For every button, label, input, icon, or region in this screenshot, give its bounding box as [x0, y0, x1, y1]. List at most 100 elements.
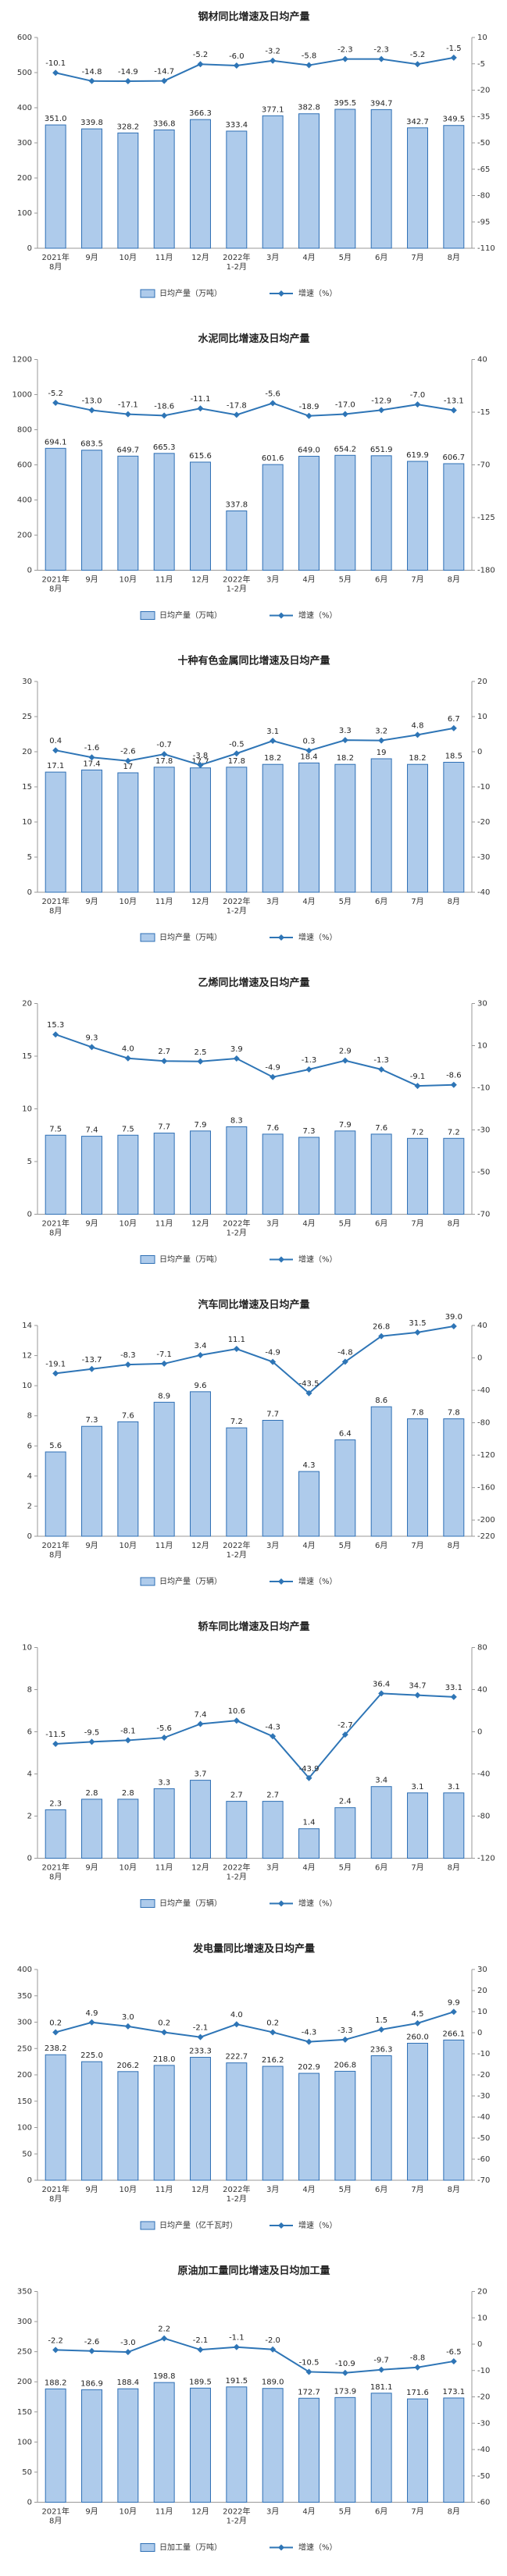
bar-value-label: 649.0: [298, 446, 320, 454]
line-marker: [450, 54, 457, 61]
legend-swatch: [140, 933, 155, 942]
y-tick-label: 20: [22, 748, 32, 756]
bar-value-label: 377.1: [262, 105, 284, 114]
line-marker: [197, 61, 204, 68]
line-value-label: -10.9: [335, 2360, 355, 2368]
y-tick-label: 0: [27, 2176, 32, 2185]
legend-swatch: [278, 1256, 284, 1263]
y-tick-label: 350: [17, 2288, 32, 2297]
line-marker: [305, 412, 312, 419]
bar-value-label: 8.9: [158, 1392, 170, 1400]
line-value-label: -19.1: [45, 1360, 66, 1368]
bar-value-label: 173.1: [443, 2388, 466, 2396]
bar: [262, 1133, 284, 1215]
y-tick-label: 250: [17, 2348, 32, 2357]
line-value-label: -7.0: [410, 391, 426, 400]
line-value-label: -0.7: [156, 741, 172, 749]
bar-value-label: 7.9: [339, 1121, 352, 1130]
y2-tick-label: -110: [477, 244, 495, 253]
bar: [407, 461, 428, 571]
legend-label: 日均产量（亿千瓦时）: [159, 2220, 237, 2230]
bar-value-label: 173.9: [334, 2387, 357, 2396]
y2-tick-label: 10: [477, 1042, 487, 1051]
line-value-label: 6.7: [448, 715, 460, 724]
bar-value-label: 7.5: [49, 1125, 62, 1133]
line-marker: [233, 1717, 240, 1724]
x-tick-label: 7月: [411, 2507, 423, 2517]
line-value-label: -14.8: [82, 68, 102, 76]
y-tick-label: 1000: [12, 391, 32, 400]
bar: [334, 2070, 356, 2181]
line-value-label: 31.5: [409, 1319, 426, 1328]
line-marker: [414, 2364, 421, 2371]
legend-label: 增速（%）: [298, 1576, 337, 1586]
y2-tick-label: 30: [477, 1000, 487, 1009]
y2-tick-label: 10: [477, 2008, 487, 2016]
line-value-label: -17.8: [227, 401, 247, 410]
line-marker: [341, 1057, 348, 1064]
legend-swatch: [278, 934, 284, 941]
line-marker: [378, 2366, 385, 2373]
bar-value-label: 189.0: [262, 2379, 284, 2387]
line-value-label: -10.1: [45, 59, 66, 68]
bar: [370, 455, 392, 571]
bar: [226, 130, 248, 249]
line-value-label: -6.5: [446, 2348, 462, 2357]
y2-tick-label: -80: [477, 1813, 490, 1821]
line-marker: [305, 1066, 312, 1073]
y-tick-label: 400: [17, 496, 32, 505]
y-tick-label: 100: [17, 2438, 32, 2446]
y-tick-label: 10: [22, 1105, 32, 1114]
legend-label: 日均产量（万辆）: [159, 1576, 222, 1586]
line-marker: [341, 55, 348, 62]
line-value-label: 2.7: [158, 1048, 170, 1056]
line-value-label: -5.6: [265, 390, 280, 398]
bar-value-label: 339.8: [80, 119, 103, 127]
line-marker: [305, 62, 312, 69]
line-value-label: -2.3: [373, 46, 389, 55]
bar-value-label: 238.2: [45, 2044, 67, 2053]
bar: [370, 2393, 392, 2503]
bar-value-label: 683.5: [80, 440, 103, 449]
legend-swatch: [140, 611, 155, 620]
line-value-label: 4.8: [412, 721, 424, 730]
line-marker: [341, 1731, 348, 1738]
y2-tick-label: 20: [477, 678, 487, 686]
line-marker: [88, 407, 95, 414]
y-tick-label: 50: [22, 2150, 32, 2158]
line-marker: [124, 757, 131, 764]
line-marker: [233, 1346, 240, 1353]
bar: [370, 109, 392, 249]
line-marker: [450, 2008, 457, 2016]
bar: [443, 2039, 465, 2181]
x-tick-label: 3月: [266, 253, 279, 262]
bar: [190, 1391, 211, 1537]
y-tick-label: 0: [27, 244, 32, 253]
x-tick-label: 6月: [375, 575, 387, 585]
bar-value-label: 188.4: [117, 2379, 140, 2387]
y2-tick-label: 0: [477, 2340, 482, 2349]
bar: [45, 1809, 66, 1859]
line-marker: [450, 407, 457, 414]
y2-tick-label: 0: [477, 2029, 482, 2037]
line-marker: [450, 1081, 457, 1088]
line: [55, 2337, 454, 2374]
bar-value-label: 18.2: [409, 754, 426, 763]
x-tick-label: 4月: [302, 897, 315, 906]
x-tick-label: 2021年 8月: [41, 1219, 69, 1238]
line-value-label: 34.7: [409, 1682, 426, 1691]
line-value-label: -8.8: [410, 2354, 426, 2363]
bar: [45, 1134, 66, 1215]
bar-value-label: 615.6: [189, 452, 212, 461]
bar-value-label: 17.8: [155, 757, 173, 766]
bar-value-label: 336.8: [153, 119, 176, 128]
bar-value-label: 198.8: [153, 2372, 176, 2381]
y-tick-label: 5: [27, 853, 32, 862]
line-value-label: -14.9: [118, 68, 138, 76]
line-value-label: -5.2: [410, 51, 426, 59]
x-tick-label: 6月: [375, 1863, 387, 1873]
bar: [334, 763, 356, 893]
bar-value-label: 18.2: [337, 754, 354, 763]
bar-value-label: 7.4: [86, 1126, 98, 1135]
